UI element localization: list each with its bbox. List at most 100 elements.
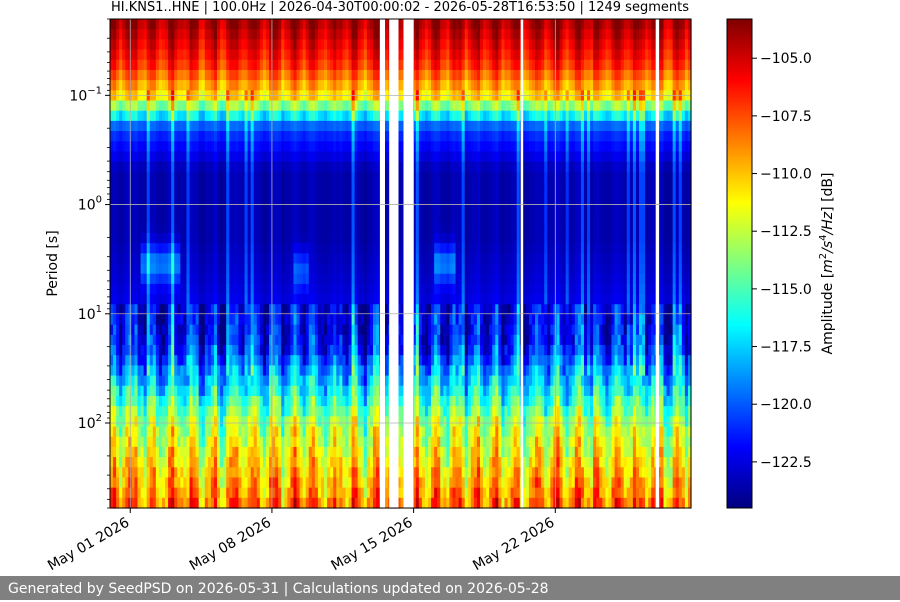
heatmap-cell	[220, 406, 224, 417]
heatmap-cell	[168, 334, 172, 346]
heatmap-cell	[265, 120, 270, 132]
heatmap-cell	[174, 151, 178, 163]
heatmap-cell	[311, 294, 316, 305]
heatmap-cell	[210, 457, 215, 468]
heatmap-cell	[281, 19, 285, 30]
heatmap-cell	[299, 385, 304, 397]
heatmap-cell	[183, 395, 188, 407]
heatmap-cell	[333, 212, 337, 224]
heatmap-cell	[220, 294, 224, 305]
heatmap-cell	[119, 365, 123, 377]
heatmap-cell	[213, 263, 218, 275]
heatmap-cell	[324, 232, 328, 244]
heatmap-cell	[293, 406, 298, 417]
heatmap-cell	[229, 141, 233, 153]
heatmap-cell	[275, 151, 279, 163]
heatmap-cell	[183, 19, 188, 30]
heatmap-cell	[241, 49, 246, 61]
heatmap-cell	[131, 212, 136, 224]
heatmap-cell	[314, 192, 319, 203]
heatmap-cell	[290, 314, 295, 326]
heatmap-cell	[122, 436, 126, 448]
heatmap-cell	[293, 141, 298, 153]
heatmap-cell	[174, 243, 178, 254]
heatmap-cell	[189, 314, 194, 326]
heatmap-cell	[192, 222, 197, 234]
heatmap-cell	[308, 120, 313, 132]
heatmap-cell	[305, 477, 310, 489]
heatmap-cell	[324, 273, 328, 285]
heatmap-cell	[336, 131, 340, 142]
heatmap-cell	[308, 222, 313, 234]
heatmap-cell	[247, 487, 252, 499]
heatmap-cell	[253, 29, 258, 40]
heatmap-cell	[122, 202, 126, 214]
heatmap-cell	[272, 120, 276, 132]
heatmap-cell	[275, 446, 279, 458]
heatmap-cell	[195, 446, 200, 458]
heatmap-cell	[327, 161, 331, 173]
heatmap-cell	[158, 59, 163, 71]
heatmap-cell	[333, 19, 337, 30]
heatmap-cell	[192, 273, 197, 285]
heatmap-cell	[327, 171, 331, 183]
heatmap-cell	[155, 487, 160, 499]
heatmap-cell	[278, 406, 282, 417]
heatmap-cell	[290, 192, 295, 203]
heatmap-cell	[327, 19, 331, 30]
heatmap-cell	[281, 263, 285, 275]
heatmap-cell	[278, 395, 282, 407]
heatmap-cell	[302, 100, 307, 112]
heatmap-cell	[183, 182, 188, 193]
heatmap-cell	[137, 395, 142, 407]
heatmap-cell	[333, 100, 337, 112]
heatmap-cell	[345, 263, 350, 275]
heatmap-cell	[207, 222, 212, 234]
heatmap-cell	[314, 232, 319, 244]
heatmap-cell	[161, 19, 166, 30]
heatmap-cell	[253, 273, 258, 285]
heatmap-cell	[287, 161, 292, 173]
heatmap-cell	[311, 110, 316, 122]
heatmap-cell	[281, 222, 285, 234]
heatmap-cell	[275, 80, 279, 91]
heatmap-cell	[171, 324, 175, 336]
heatmap-cell	[250, 171, 255, 183]
heatmap-cell	[213, 232, 218, 244]
heatmap-cell	[253, 243, 258, 254]
heatmap-cell	[275, 355, 279, 366]
heatmap-cell	[241, 345, 246, 356]
heatmap-cell	[152, 253, 157, 265]
heatmap-cell	[131, 375, 136, 387]
heatmap-cell	[149, 202, 154, 214]
heatmap-cell	[171, 171, 175, 183]
heatmap-cell	[217, 171, 221, 183]
heatmap-cell	[339, 273, 343, 285]
heatmap-cell	[333, 375, 337, 387]
heatmap-cell	[217, 182, 221, 193]
heatmap-cell	[183, 171, 188, 183]
heatmap-cell	[339, 385, 343, 397]
heatmap-cell	[155, 69, 160, 81]
heatmap-cell	[220, 110, 224, 122]
heatmap-cell	[113, 263, 117, 275]
heatmap-cell	[161, 80, 166, 91]
heatmap-cell	[168, 395, 172, 407]
heatmap-cell	[140, 406, 145, 417]
heatmap-cell	[143, 375, 148, 387]
heatmap-cell	[278, 39, 282, 51]
heatmap-cell	[229, 345, 233, 356]
heatmap-cell	[259, 355, 264, 366]
heatmap-cell	[293, 232, 298, 244]
heatmap-cell	[275, 222, 279, 234]
heatmap-cell	[232, 426, 236, 438]
heatmap-cell	[262, 477, 267, 489]
heatmap-cell	[149, 385, 154, 397]
heatmap-cell	[342, 487, 347, 499]
heatmap-cell	[284, 59, 288, 71]
heatmap-cell	[149, 120, 154, 132]
heatmap-cell	[113, 406, 117, 417]
heatmap-cell	[143, 243, 148, 254]
heatmap-cell	[324, 243, 328, 254]
heatmap-cell	[180, 19, 184, 30]
